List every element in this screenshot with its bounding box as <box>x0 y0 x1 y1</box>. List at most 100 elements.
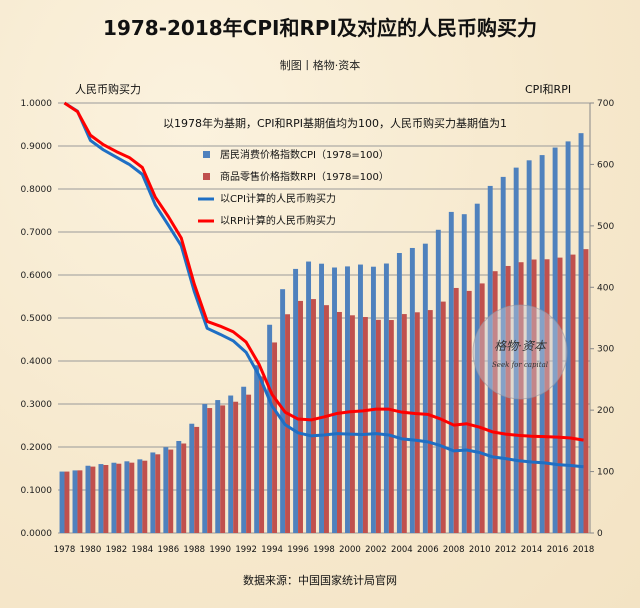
bar-rpi <box>103 464 109 533</box>
x-tick-label: 2018 <box>573 545 595 555</box>
bar-cpi <box>176 440 182 533</box>
x-tick-label: 1994 <box>261 545 283 555</box>
bar-rpi <box>531 259 537 533</box>
bar-cpi <box>345 266 350 533</box>
bar-rpi <box>362 317 368 533</box>
left-tick-label: 0.0000 <box>21 529 53 539</box>
bar-cpi <box>539 155 545 533</box>
x-tick-label: 2006 <box>417 545 439 555</box>
bar-rpi <box>272 342 278 533</box>
bar-rpi <box>557 257 563 533</box>
bar-rpi <box>155 454 161 533</box>
x-tick-label: 2016 <box>547 545 569 555</box>
bar-rpi <box>401 314 407 533</box>
bar-rpi <box>570 254 576 533</box>
left-axis-title: 人民币购买力 <box>75 83 141 96</box>
bar-cpi <box>72 470 78 533</box>
bar-rpi <box>181 443 187 533</box>
chart-title: 1978-2018年CPI和RPI及对应的人民币购买力 <box>103 16 537 40</box>
bar-cpi <box>228 395 234 533</box>
data-source: 数据来源：中国国家统计局官网 <box>243 574 397 587</box>
x-tick-label: 2008 <box>443 545 465 555</box>
right-tick-label: 700 <box>597 99 614 109</box>
bar-cpi <box>370 266 376 533</box>
bar-rpi <box>116 463 122 533</box>
bar-rpi <box>518 262 524 533</box>
bar-cpi <box>474 203 480 533</box>
left-tick-label: 0.9000 <box>21 142 53 152</box>
right-tick-label: 600 <box>597 160 614 170</box>
right-tick-label: 0 <box>597 529 603 539</box>
bar-cpi <box>293 268 299 533</box>
x-tick-label: 1996 <box>287 545 309 555</box>
svg-text:Seek for capital: Seek for capital <box>492 361 548 369</box>
bar-rpi <box>90 466 96 533</box>
x-tick-label: 2004 <box>391 545 413 555</box>
bar-rpi <box>466 290 472 533</box>
bar-cpi <box>267 324 273 533</box>
bar-cpi <box>487 185 493 533</box>
bar-cpi <box>85 465 91 533</box>
right-tick-label: 200 <box>597 406 614 416</box>
x-tick-label: 1978 <box>54 545 76 555</box>
x-tick-label: 1990 <box>209 545 231 555</box>
annotation: 以1978年为基期，CPI和RPI基期值均为100，人民币购买力基期值为1 <box>163 116 507 130</box>
legend-label: 以RPI计算的人民币购买力 <box>220 214 336 227</box>
legend-label: 居民消费价格指数CPI（1978=100） <box>220 148 389 161</box>
left-tick-label: 0.6000 <box>21 271 53 281</box>
bar-rpi <box>220 405 226 533</box>
bar-rpi <box>492 271 498 533</box>
left-tick-label: 0.3000 <box>21 400 53 410</box>
x-tick-label: 2000 <box>339 545 361 555</box>
x-tick-label: 1982 <box>106 545 128 555</box>
bar-rpi <box>440 301 446 533</box>
bar-rpi <box>336 311 342 533</box>
left-tick-label: 0.5000 <box>21 314 53 324</box>
x-tick-label: 1986 <box>157 545 179 555</box>
bar-cpi <box>163 447 169 533</box>
bar-cpi <box>98 464 104 533</box>
bar-cpi <box>332 267 337 533</box>
bar-cpi <box>565 141 571 533</box>
x-tick-label: 2014 <box>521 545 543 555</box>
line-cpi-purchasing-power <box>63 101 584 469</box>
bar-cpi <box>254 365 260 533</box>
legend-label: 商品零售价格指数RPI（1978=100） <box>220 170 389 183</box>
bar-cpi <box>461 214 467 533</box>
bar-cpi <box>383 263 389 533</box>
left-tick-label: 0.1000 <box>21 486 53 496</box>
right-tick-label: 300 <box>597 345 614 355</box>
bar-cpi <box>409 247 415 533</box>
bar-cpi <box>59 471 65 533</box>
bar-cpi <box>578 133 584 533</box>
svg-text:格物·资本: 格物·资本 <box>494 339 548 353</box>
bar-cpi <box>500 176 506 534</box>
x-tick-label: 2012 <box>495 545 517 555</box>
bar-cpi <box>202 404 208 533</box>
bar-cpi <box>513 167 519 533</box>
bar-rpi <box>233 401 239 533</box>
bar-cpi <box>552 147 558 534</box>
bar-cpi <box>137 459 143 533</box>
x-tick-label: 1998 <box>313 545 335 555</box>
bar-cpi <box>124 461 130 533</box>
bar-rpi <box>259 376 265 533</box>
bar-rpi <box>246 394 252 533</box>
bar-cpi <box>215 400 221 533</box>
x-tick-label: 1992 <box>235 545 257 555</box>
bar-rpi <box>505 265 511 533</box>
bar-rpi <box>479 283 485 533</box>
right-axis-title: CPI和RPI <box>525 83 572 96</box>
bar-rpi <box>453 287 459 533</box>
bar-rpi <box>142 460 148 533</box>
left-tick-label: 0.2000 <box>21 443 53 453</box>
bar-cpi <box>526 160 532 533</box>
x-tick-label: 1980 <box>80 545 102 555</box>
bar-rpi <box>324 305 329 533</box>
bar-cpi <box>448 211 454 534</box>
bar-rpi <box>375 319 381 533</box>
bar-rpi <box>583 249 589 534</box>
bar-rpi <box>64 471 70 533</box>
x-tick-label: 1984 <box>132 545 154 555</box>
bar-rpi <box>388 320 394 533</box>
